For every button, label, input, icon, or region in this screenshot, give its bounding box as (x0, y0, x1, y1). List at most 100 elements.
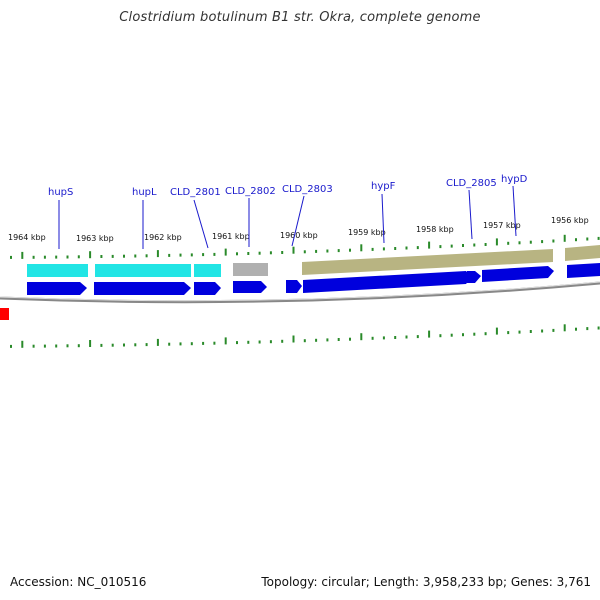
scale-tick (495, 327, 498, 335)
scale-tick (236, 252, 238, 256)
scale-tick (462, 244, 464, 247)
kbp-label: 1964 kbp (8, 233, 46, 242)
scale-tick (552, 239, 555, 243)
scale-tick (473, 243, 476, 247)
cds-arrow-next[interactable] (567, 263, 600, 278)
scale-tick (315, 338, 318, 342)
gene-label-hupS[interactable]: hupS (48, 187, 73, 198)
scale-tick (269, 340, 272, 344)
scale-tick (360, 333, 363, 341)
scale-tick (179, 253, 182, 257)
scale-tick (450, 333, 453, 337)
cds-arrow-CLD_2803[interactable] (286, 280, 302, 293)
scale-tick (541, 240, 544, 244)
scale-tick (111, 343, 114, 347)
feature-track (27, 245, 600, 277)
scale-tick (428, 330, 431, 338)
scale-tick (371, 247, 374, 251)
gene-label-hupL[interactable]: hupL (132, 187, 157, 198)
scale-tick (21, 251, 24, 259)
kbp-labels: 1964 kbp 1963 kbp 1962 kbp 1961 kbp 1960… (8, 216, 589, 243)
scale-tick (168, 342, 171, 346)
cds-arrow-hupL[interactable] (94, 282, 191, 295)
gene-label-CLD_2805[interactable]: CLD_2805 (446, 178, 497, 189)
scale-tick (405, 335, 408, 339)
feature-CLD_2802[interactable] (233, 263, 268, 276)
scale-tick (337, 249, 340, 253)
scale-tick (292, 246, 295, 254)
scale-tick (21, 340, 24, 348)
feature-hupL[interactable] (95, 264, 191, 277)
feature-next[interactable] (565, 245, 600, 261)
scale-tick (202, 253, 205, 257)
kbp-label: 1958 kbp (416, 225, 454, 234)
leader-line-CLD_2801 (193, 199, 209, 249)
scale-tick (416, 246, 419, 250)
red-marker (0, 308, 9, 320)
scale-tick (89, 251, 92, 259)
scale-tick (258, 340, 261, 344)
scale-tick (439, 334, 442, 338)
scale-tick (507, 331, 510, 335)
scale-tick (111, 254, 114, 258)
cds-arrow-CLD_2801[interactable] (194, 282, 221, 295)
scale-tick (66, 344, 69, 348)
feature-hyp-operon[interactable] (302, 249, 553, 275)
scale-tick (382, 247, 385, 251)
kbp-label: 1960 kbp (280, 231, 318, 240)
gene-label-CLD_2803[interactable]: CLD_2803 (282, 184, 333, 195)
leader-line-hypF (381, 193, 385, 244)
kbp-label: 1956 kbp (551, 216, 589, 225)
scale-tick (349, 337, 351, 341)
scale-tick (507, 241, 510, 245)
scale-tick (258, 251, 261, 255)
gene-label-hypD[interactable]: hypD (501, 174, 528, 185)
scale-tick (236, 341, 238, 345)
scale-tick (145, 343, 148, 347)
scale-tick (10, 344, 12, 348)
scale-tick (326, 249, 329, 253)
scale-tick (202, 341, 205, 345)
feature-CLD_2801[interactable] (194, 264, 221, 277)
accession-text: Accession: NC_010516 (10, 575, 147, 589)
cds-arrow-hupS[interactable] (27, 282, 87, 295)
scale-tick (156, 250, 159, 258)
map-title: Clostridium botulinum B1 str. Okra, comp… (119, 10, 481, 25)
scale-tick (529, 330, 532, 333)
scale-tick (77, 255, 80, 259)
scale-tick (382, 336, 385, 340)
scale-tick (597, 236, 600, 240)
scale-tick (371, 336, 374, 340)
scale-tick (10, 255, 12, 259)
topology-stats-text: Topology: circular; Length: 3,958,233 bp… (261, 575, 591, 589)
scale-tick (303, 339, 306, 343)
scale-tick (224, 337, 227, 345)
gene-label-CLD_2801[interactable]: CLD_2801 (170, 187, 221, 198)
scale-tick (439, 245, 442, 249)
cds-arrow-hypD[interactable] (482, 266, 554, 282)
scale-tick (213, 252, 216, 256)
feature-hupS[interactable] (27, 264, 88, 277)
scale-tick (586, 327, 589, 331)
cds-arrow-CLD_2802[interactable] (233, 281, 267, 293)
gene-labels: hupS hupL CLD_2801 CLD_2802 CLD_2803 hyp… (48, 174, 528, 198)
scale-tick (32, 255, 35, 259)
scale-tick (66, 255, 69, 259)
scale-tick (337, 338, 340, 341)
scale-tick (100, 255, 103, 258)
cds-arrow-hypF[interactable] (303, 271, 472, 293)
scale-tick (55, 344, 58, 348)
gene-label-CLD_2802[interactable]: CLD_2802 (225, 186, 276, 197)
scale-tick (360, 244, 363, 252)
scale-tick (43, 255, 46, 259)
scale-tick (484, 243, 487, 246)
scale-tick (179, 342, 182, 346)
scale-tick (405, 246, 408, 250)
leader-line-hypD (512, 185, 517, 237)
scale-tick (303, 250, 306, 254)
gene-label-hypF[interactable]: hypF (371, 181, 396, 192)
scale-tick (77, 344, 80, 348)
cds-arrow-CLD_2805[interactable] (467, 271, 481, 283)
scale-tick (134, 343, 137, 347)
scale-tick (462, 333, 464, 337)
